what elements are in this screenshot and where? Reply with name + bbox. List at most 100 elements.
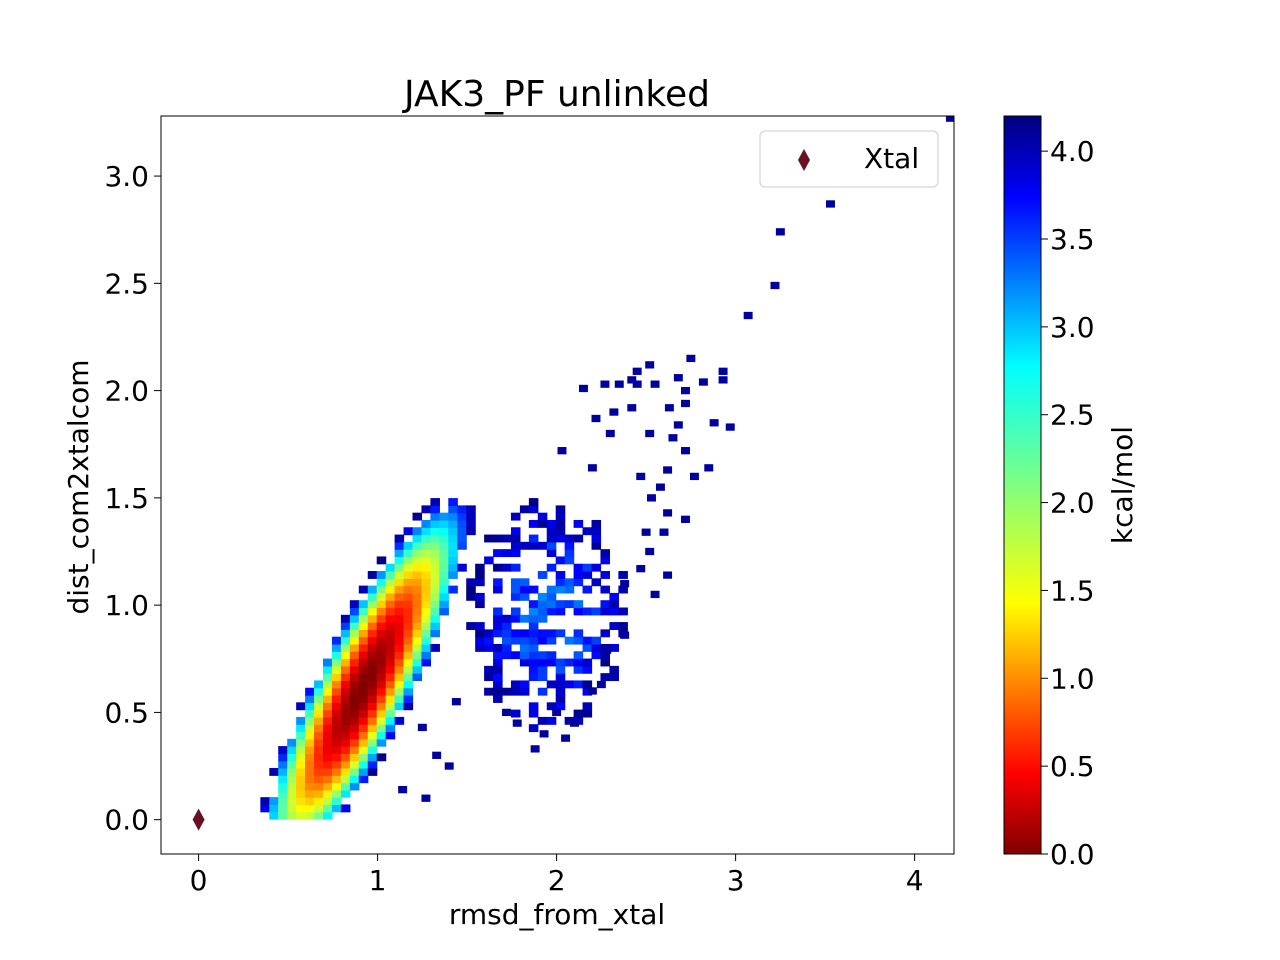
heatmap-bin (394, 534, 405, 543)
heatmap-bin (412, 665, 423, 674)
heatmap-bin (305, 782, 315, 791)
heatmap-bin (367, 665, 378, 674)
heatmap-bin (340, 673, 351, 682)
heatmap-bin (609, 665, 619, 674)
heatmap-bin (323, 702, 333, 711)
heatmap-bin (510, 534, 521, 543)
heatmap-bin (340, 716, 351, 725)
heatmap-bin (260, 797, 270, 806)
heatmap-bin (573, 651, 584, 660)
heatmap-outlier-bin (770, 281, 780, 290)
heatmap-bin (609, 622, 619, 630)
heatmap-bin (367, 695, 378, 703)
heatmap-bin (367, 651, 378, 660)
heatmap-bin (403, 680, 414, 689)
heatmap-bin (510, 687, 521, 696)
heatmap-bin (340, 724, 351, 733)
heatmap-outlier-bin (398, 785, 408, 794)
heatmap-bin (510, 592, 521, 601)
heatmap-bin (546, 607, 557, 616)
heatmap-bin (394, 629, 405, 638)
heatmap-bin (412, 571, 423, 579)
heatmap-bin (546, 527, 557, 536)
heatmap-bin (493, 651, 503, 660)
heatmap-bin (358, 636, 369, 645)
heatmap-bin (358, 746, 369, 754)
heatmap-bin (430, 527, 440, 536)
heatmap-bin (412, 600, 423, 609)
heatmap-bin (305, 738, 315, 747)
heatmap-bin (331, 767, 342, 776)
heatmap-bin (448, 512, 458, 521)
heatmap-bin (314, 731, 324, 740)
heatmap-bin (537, 614, 548, 623)
heatmap-bin (314, 753, 324, 762)
heatmap-bin (609, 673, 619, 682)
heatmap-bin (403, 658, 414, 667)
heatmap-bin (323, 687, 333, 696)
heatmap-bin (367, 753, 378, 762)
heatmap-bin (305, 789, 315, 798)
heatmap-bin (573, 607, 584, 616)
heatmap-outlier-bin (650, 590, 660, 599)
heatmap-bin (510, 541, 521, 550)
heatmap-bin (385, 687, 396, 696)
heatmap-bin (457, 519, 467, 528)
y-tick-label: 0.5 (104, 696, 149, 729)
heatmap-bin (349, 731, 360, 740)
heatmap-bin (439, 600, 449, 609)
heatmap-bin (305, 731, 315, 740)
heatmap-outlier-bin (664, 404, 674, 412)
heatmap-bin (340, 760, 351, 769)
heatmap-outlier-bin (681, 447, 690, 455)
heatmap-bin (403, 622, 414, 630)
heatmap-bin (537, 592, 548, 601)
heatmap-bin (582, 665, 593, 674)
heatmap-bin (385, 709, 396, 718)
heatmap-bin (421, 563, 432, 572)
heatmap-bin (403, 527, 414, 536)
heatmap-bin (457, 527, 467, 536)
colorbar-tick-label: 1.0 (1050, 662, 1095, 695)
heatmap-bin (448, 563, 458, 572)
heatmap-bin (466, 527, 476, 536)
heatmap-outlier-bin (620, 580, 630, 588)
legend-box (759, 130, 939, 188)
heatmap-outlier-bin (663, 571, 673, 579)
heatmap-bin (305, 746, 315, 754)
heatmap-bin (278, 789, 288, 798)
heatmap-bin (349, 695, 360, 703)
heatmap-bin (278, 782, 288, 791)
heatmap-bin (403, 651, 414, 660)
heatmap-bin (323, 709, 333, 718)
heatmap-bin (403, 549, 414, 558)
heatmap-bin (305, 716, 315, 725)
heatmap-bin (367, 585, 378, 594)
heatmap-bin (448, 556, 458, 565)
heatmap-bin (555, 527, 566, 536)
heatmap-bin (358, 702, 369, 711)
heatmap-bin (582, 585, 593, 594)
heatmap-bin (358, 775, 369, 784)
heatmap-bin (340, 746, 351, 754)
heatmap-bin (546, 629, 557, 638)
heatmap-bin (314, 702, 324, 711)
heatmap-bin (412, 512, 423, 521)
heatmap-outlier-bin (681, 515, 690, 523)
heatmap-outlier-bin (632, 367, 642, 375)
heatmap-bin (546, 716, 557, 725)
heatmap-outlier-bin (570, 719, 579, 727)
heatmap-bin (376, 592, 387, 601)
heatmap-bin (591, 636, 602, 645)
heatmap-bin (430, 505, 440, 514)
heatmap-bin (323, 680, 333, 689)
heatmap-bin (582, 680, 593, 689)
heatmap-bin (376, 622, 387, 630)
heatmap-bin (403, 636, 414, 645)
heatmap-bin (573, 658, 584, 667)
heatmap-bin (305, 804, 315, 813)
legend-label-xtal: Xtal (864, 142, 919, 175)
heatmap-bin (555, 519, 566, 528)
heatmap-bin (528, 651, 539, 660)
heatmap-bin (403, 541, 414, 550)
